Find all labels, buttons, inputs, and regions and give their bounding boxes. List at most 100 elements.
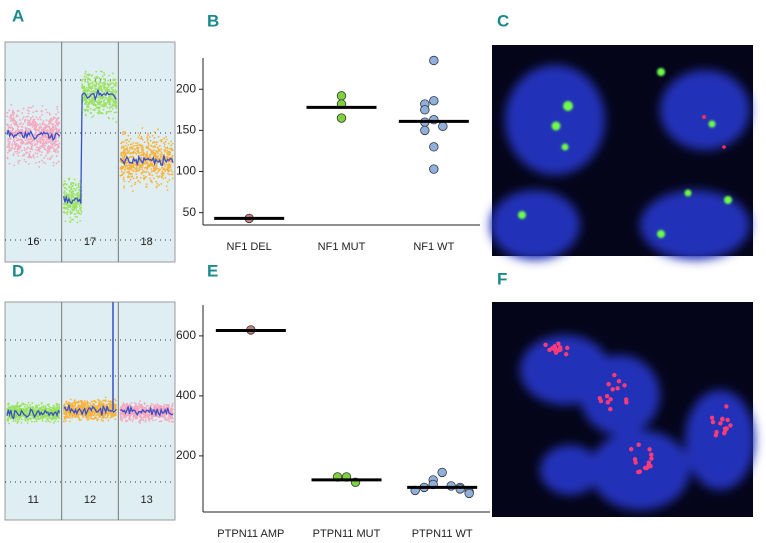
cn-dot xyxy=(69,211,72,214)
cn-dot xyxy=(19,123,21,126)
cn-dot xyxy=(77,404,80,407)
cn-dot xyxy=(113,104,116,107)
cn-dot xyxy=(16,406,19,408)
fish-spot xyxy=(553,346,558,351)
cn-dot xyxy=(11,410,14,413)
cn-dot xyxy=(132,141,135,144)
cn-dot xyxy=(148,148,151,151)
cn-dot xyxy=(149,153,152,156)
cn-dot xyxy=(67,201,70,204)
cn-dot xyxy=(161,175,163,178)
cn-dot xyxy=(136,142,139,144)
cn-dot xyxy=(130,166,133,169)
cn-dot xyxy=(145,183,148,186)
cn-dot xyxy=(81,80,83,82)
cn-dot xyxy=(49,406,52,409)
cn-dot xyxy=(24,407,27,410)
cn-dot xyxy=(148,163,151,166)
cn-dot xyxy=(137,180,140,182)
cn-dot xyxy=(57,160,60,163)
fish-spot xyxy=(615,386,620,391)
cn-dot xyxy=(82,405,85,408)
cn-dot xyxy=(75,206,78,209)
cn-dot xyxy=(113,111,116,114)
cn-dot xyxy=(145,162,148,165)
cn-dot xyxy=(58,403,60,406)
cn-dot xyxy=(68,401,71,404)
cn-dot xyxy=(171,142,174,145)
cn-dot xyxy=(110,94,113,97)
cn-dot xyxy=(102,100,105,102)
cn-dot xyxy=(135,147,138,149)
cn-dot xyxy=(111,99,114,101)
cn-dot xyxy=(123,185,125,188)
cn-dot xyxy=(13,141,16,144)
cn-dot xyxy=(33,156,36,159)
cn-dot xyxy=(10,103,13,106)
cn-dot xyxy=(39,140,42,142)
cn-dot xyxy=(157,136,160,138)
cn-dot xyxy=(28,120,30,122)
cn-dot xyxy=(44,144,47,147)
cn-dot xyxy=(74,413,77,416)
cn-dot xyxy=(105,104,108,106)
cn-dot xyxy=(78,182,80,185)
cn-dot xyxy=(51,143,54,146)
cn-dot xyxy=(76,401,79,404)
cn-dot xyxy=(73,399,76,402)
cn-dot xyxy=(12,120,14,122)
cn-dot xyxy=(154,169,157,171)
data-point xyxy=(438,121,448,131)
cn-dot xyxy=(56,150,59,152)
cn-dot xyxy=(86,104,89,106)
cn-dot xyxy=(8,162,11,165)
cn-dot xyxy=(150,170,153,173)
cn-dot xyxy=(34,407,37,409)
cn-dot xyxy=(105,403,108,406)
cn-dot xyxy=(6,111,9,114)
cn-dot xyxy=(8,422,10,425)
cn-dot xyxy=(134,151,137,154)
cn-dot xyxy=(38,166,41,168)
cn-dot xyxy=(154,153,156,156)
cn-dot xyxy=(31,140,33,143)
cn-dot xyxy=(165,406,168,408)
cn-dot xyxy=(108,406,111,409)
cn-dot xyxy=(54,138,57,140)
cn-trace xyxy=(119,154,174,167)
cn-dot xyxy=(100,104,103,107)
cn-dot xyxy=(11,113,14,116)
cn-dot xyxy=(78,416,80,419)
cn-dot xyxy=(133,144,136,147)
cn-dot xyxy=(163,151,166,153)
cn-dot xyxy=(64,220,67,223)
cn-dot xyxy=(95,82,98,85)
cn-dot xyxy=(166,169,169,172)
cn-dot xyxy=(114,404,116,406)
cn-dot xyxy=(47,405,50,408)
cn-dot xyxy=(103,91,106,94)
cn-dot xyxy=(28,163,30,165)
data-point xyxy=(420,105,430,115)
cn-dot xyxy=(48,138,51,141)
cn-dot xyxy=(163,145,166,148)
cn-dot xyxy=(95,76,98,79)
cn-dot xyxy=(114,414,117,417)
cn-dot xyxy=(21,126,24,128)
cn-dot xyxy=(24,149,26,152)
fish-spot xyxy=(606,382,611,387)
cn-dot xyxy=(143,141,146,144)
cn-dot xyxy=(47,144,50,147)
cn-dot xyxy=(27,115,29,118)
cn-dot xyxy=(160,182,163,185)
cn-dot xyxy=(32,122,35,125)
cn-dot xyxy=(96,111,99,114)
cn-dot xyxy=(121,151,123,154)
cn-dot xyxy=(64,419,67,422)
cn-dot xyxy=(42,141,45,144)
cn-trace xyxy=(63,89,117,205)
cn-dot xyxy=(122,133,125,136)
cn-dot xyxy=(68,193,71,196)
cn-dot xyxy=(102,75,104,78)
cn-dot xyxy=(63,180,66,183)
